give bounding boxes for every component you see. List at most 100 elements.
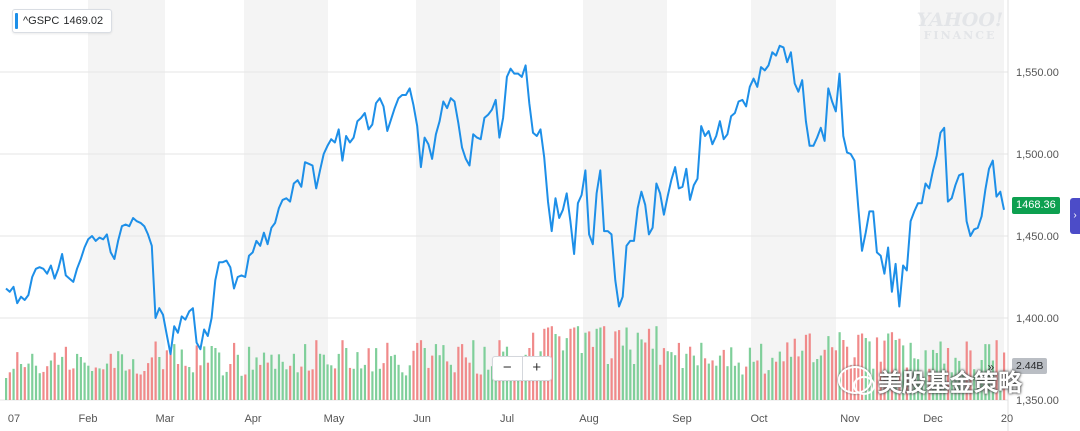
zoom-out-button[interactable]: − bbox=[502, 359, 512, 376]
x-tick-label: Mar bbox=[156, 413, 175, 425]
volume-bar bbox=[333, 368, 337, 400]
volume-bar bbox=[176, 364, 180, 400]
volume-bar bbox=[801, 350, 804, 400]
volume-bar bbox=[931, 349, 935, 400]
chevron-right-icon[interactable]: › bbox=[1070, 198, 1080, 234]
volume-bar bbox=[816, 359, 819, 400]
volume-bar bbox=[1003, 352, 1006, 400]
yahoo-finance-logo: YAHOO! FINANCE bbox=[914, 10, 1006, 42]
volume-bar bbox=[120, 354, 124, 400]
volume-bar bbox=[651, 348, 654, 400]
volume-bar bbox=[300, 366, 303, 400]
volume-bar bbox=[961, 370, 965, 400]
volume-bar bbox=[341, 340, 344, 400]
zoom-separator bbox=[521, 357, 523, 380]
volume-bar bbox=[554, 334, 557, 400]
volume-bar bbox=[995, 340, 998, 400]
volume-bar bbox=[315, 340, 318, 400]
volume-bar bbox=[389, 356, 393, 400]
volume-bar bbox=[188, 367, 191, 400]
volume-bar bbox=[382, 363, 385, 400]
volume-bar bbox=[23, 367, 26, 400]
volume-bar bbox=[348, 367, 352, 400]
month-bands bbox=[88, 0, 1004, 400]
wechat-watermark: 美股基金策略 bbox=[838, 362, 1022, 398]
volume-bar bbox=[203, 346, 206, 400]
volume-bar bbox=[154, 341, 157, 400]
volume-bar bbox=[229, 364, 232, 400]
volume-bar bbox=[737, 362, 740, 400]
volume-bar bbox=[195, 345, 198, 400]
volume-bar bbox=[446, 361, 449, 400]
volume-bar bbox=[603, 326, 606, 400]
y-tick-label: 1,450.00 bbox=[1016, 231, 1059, 243]
volume-bar bbox=[307, 370, 310, 400]
volume-bar bbox=[950, 372, 953, 400]
zoom-in-button[interactable]: + bbox=[532, 359, 542, 376]
volume-bar bbox=[19, 364, 23, 400]
volume-bar bbox=[161, 369, 165, 400]
volume-bar bbox=[513, 367, 516, 400]
volume-bar bbox=[360, 368, 363, 400]
volume-bar bbox=[659, 364, 662, 400]
volume-bar bbox=[913, 358, 916, 400]
volume-bar bbox=[236, 354, 239, 400]
volume-bar bbox=[969, 350, 972, 400]
volume-bar bbox=[135, 373, 139, 400]
volume-bar bbox=[180, 349, 183, 400]
volume-bar bbox=[423, 348, 426, 400]
volume-bar bbox=[640, 339, 643, 400]
volume-bar bbox=[214, 348, 217, 400]
volume-bar bbox=[255, 357, 258, 400]
volume-bar bbox=[875, 337, 879, 400]
volume-bar bbox=[879, 361, 882, 400]
volume-bar bbox=[958, 360, 961, 400]
y-tick-label: 1,550.00 bbox=[1016, 67, 1059, 79]
volume-bar bbox=[935, 353, 938, 400]
volume-bar bbox=[113, 367, 116, 400]
y-tick-label: 1,500.00 bbox=[1016, 149, 1059, 161]
volume-bar bbox=[393, 354, 396, 400]
volume-bar bbox=[700, 342, 703, 400]
volume-bar bbox=[132, 359, 135, 400]
volume-bar bbox=[584, 332, 587, 400]
price-line bbox=[5, 44, 1005, 356]
volume-bar bbox=[53, 352, 56, 400]
volume-bar bbox=[718, 355, 722, 400]
volume-bar bbox=[610, 358, 613, 400]
current-price-tag: 1468.36 bbox=[1012, 197, 1060, 214]
volume-bar bbox=[576, 326, 580, 400]
volume-bar bbox=[289, 365, 292, 400]
volume-bar bbox=[898, 338, 901, 400]
current-volume-tag: 2.44B bbox=[1012, 358, 1048, 374]
volume-bar bbox=[834, 350, 837, 400]
x-axis-ticks: 07 Feb Mar Apr May Jun Jul Aug Sep Oct Nov Dec 20 bbox=[8, 413, 1013, 425]
volume-bar bbox=[831, 347, 834, 400]
chevron-double-right-icon[interactable]: » bbox=[987, 360, 995, 374]
symbol-legend[interactable]: ^GSPC 1469.02 bbox=[12, 9, 113, 33]
x-tick-label: May bbox=[324, 413, 345, 425]
volume-bar bbox=[225, 371, 228, 400]
volume-bar bbox=[902, 345, 905, 400]
volume-bar bbox=[644, 342, 647, 400]
volume-bar bbox=[887, 333, 890, 400]
volume-bar bbox=[797, 356, 800, 400]
volume-bar bbox=[98, 368, 101, 400]
volume-bar bbox=[206, 362, 210, 400]
volume-bar bbox=[221, 375, 224, 400]
volume-bar bbox=[412, 350, 415, 400]
volume-bar bbox=[337, 353, 340, 400]
volume-bar bbox=[756, 360, 759, 400]
volume-bar bbox=[946, 348, 950, 400]
volume-bar bbox=[988, 344, 991, 400]
volume-bar bbox=[442, 345, 445, 400]
volume-bar bbox=[976, 374, 980, 400]
volume-bar bbox=[322, 354, 325, 400]
volume-bar bbox=[431, 355, 434, 400]
volume-bar bbox=[483, 346, 486, 400]
month-band bbox=[88, 0, 165, 400]
price-line-layer bbox=[5, 44, 1005, 356]
y-tick-label: 1,400.00 bbox=[1016, 313, 1059, 325]
volume-bar bbox=[715, 365, 718, 400]
